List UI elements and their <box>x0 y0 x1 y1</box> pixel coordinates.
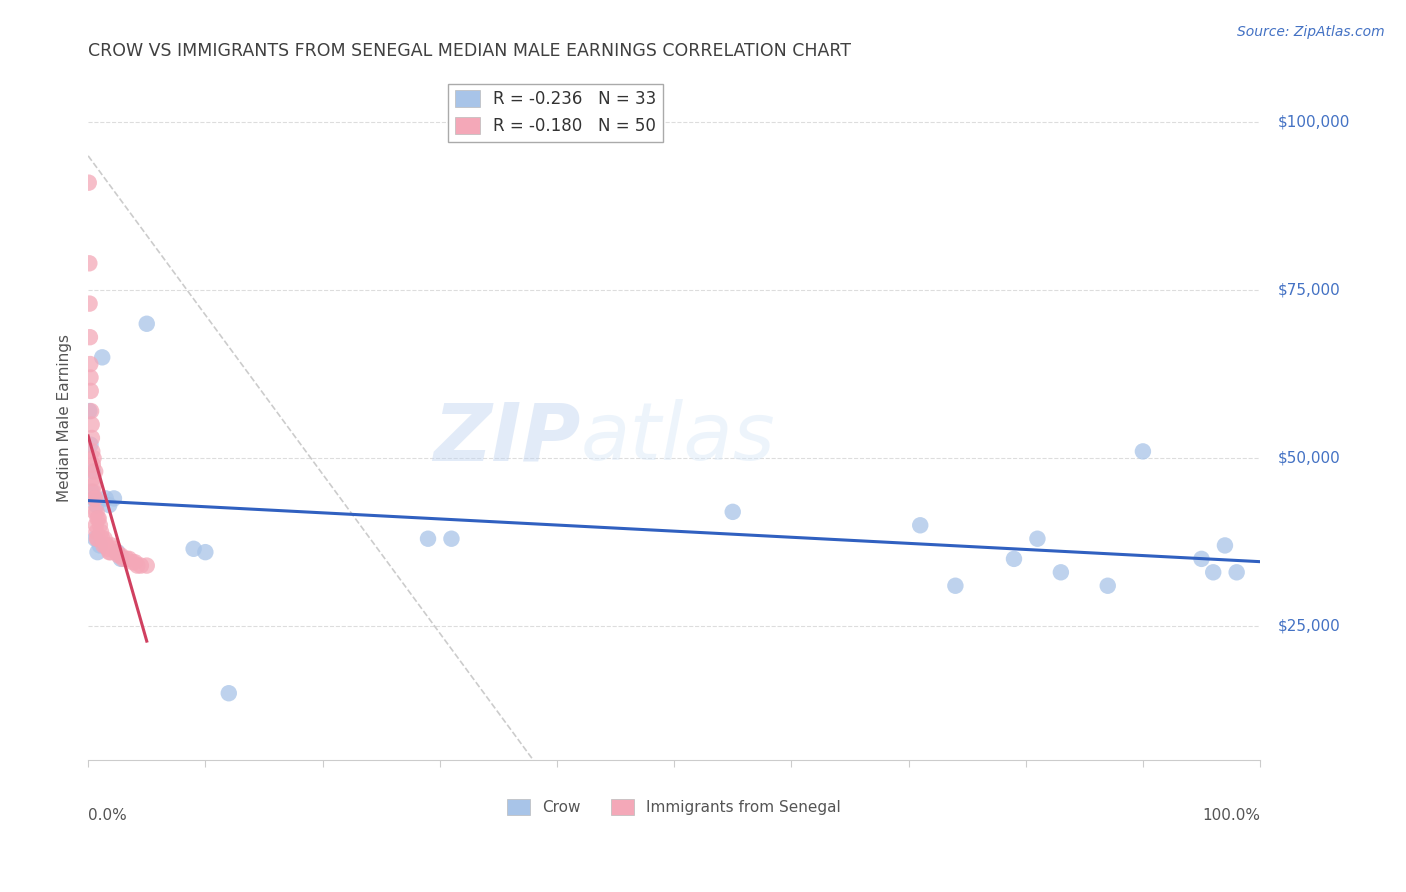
Point <box>79 256 101 270</box>
Point <box>87 511 110 525</box>
Point <box>80 404 103 418</box>
Point <box>98 545 121 559</box>
Point <box>1050 566 1073 580</box>
Point <box>86 524 108 539</box>
Point <box>1132 444 1154 458</box>
Text: Source: ZipAtlas.com: Source: ZipAtlas.com <box>1237 25 1385 39</box>
Point <box>93 538 115 552</box>
Point <box>124 555 146 569</box>
Point <box>1202 566 1225 580</box>
Point <box>110 552 132 566</box>
Point <box>910 518 932 533</box>
Point <box>79 438 101 452</box>
Point <box>194 545 217 559</box>
Point <box>121 555 143 569</box>
Point <box>1191 552 1213 566</box>
Point <box>86 545 108 559</box>
Point <box>82 465 104 479</box>
Point <box>82 471 104 485</box>
Point <box>82 458 104 472</box>
Point <box>721 505 744 519</box>
Point <box>82 484 104 499</box>
Point <box>1002 552 1025 566</box>
Point <box>83 478 105 492</box>
Point <box>80 384 103 398</box>
Point <box>135 558 157 573</box>
Point <box>79 296 101 310</box>
Point <box>79 330 101 344</box>
Point <box>110 549 132 563</box>
Point <box>91 351 114 365</box>
Text: $50,000: $50,000 <box>1278 450 1340 466</box>
Point <box>84 532 107 546</box>
Point <box>83 491 105 506</box>
Point <box>105 545 128 559</box>
Point <box>97 541 120 556</box>
Point <box>82 444 104 458</box>
Point <box>115 552 138 566</box>
Point <box>77 176 100 190</box>
Point <box>112 552 135 566</box>
Point <box>103 541 125 556</box>
Text: $25,000: $25,000 <box>1278 618 1340 633</box>
Text: $100,000: $100,000 <box>1278 115 1350 129</box>
Point <box>100 545 122 559</box>
Point <box>80 431 103 445</box>
Point <box>218 686 240 700</box>
Point <box>127 558 149 573</box>
Point <box>83 505 105 519</box>
Point <box>80 484 103 499</box>
Point <box>84 491 107 506</box>
Point <box>94 491 117 506</box>
Point <box>86 498 108 512</box>
Point <box>79 404 101 418</box>
Point <box>103 491 125 506</box>
Point <box>93 532 115 546</box>
Point <box>84 518 107 533</box>
Point <box>89 538 111 552</box>
Point <box>416 532 439 546</box>
Point <box>79 357 101 371</box>
Point <box>83 451 105 466</box>
Point <box>80 417 103 432</box>
Point <box>89 518 111 533</box>
Point <box>1097 579 1119 593</box>
Point <box>87 532 110 546</box>
Y-axis label: Median Male Earnings: Median Male Earnings <box>58 334 72 502</box>
Point <box>86 505 108 519</box>
Point <box>79 370 101 384</box>
Text: 100.0%: 100.0% <box>1202 808 1260 823</box>
Point <box>96 538 118 552</box>
Point <box>1226 566 1249 580</box>
Point <box>90 524 112 539</box>
Point <box>86 511 108 525</box>
Text: atlas: atlas <box>581 400 775 477</box>
Point <box>183 541 205 556</box>
Text: $75,000: $75,000 <box>1278 283 1340 298</box>
Point <box>94 538 117 552</box>
Point <box>84 465 107 479</box>
Point <box>1213 538 1236 552</box>
Point <box>98 498 121 512</box>
Point <box>107 549 129 563</box>
Point <box>83 491 105 506</box>
Text: CROW VS IMMIGRANTS FROM SENEGAL MEDIAN MALE EARNINGS CORRELATION CHART: CROW VS IMMIGRANTS FROM SENEGAL MEDIAN M… <box>89 42 851 60</box>
Point <box>91 532 114 546</box>
Point <box>945 579 967 593</box>
Point <box>118 552 141 566</box>
Legend: Crow, Immigrants from Senegal: Crow, Immigrants from Senegal <box>501 793 848 822</box>
Text: 0.0%: 0.0% <box>89 808 127 823</box>
Point <box>107 545 129 559</box>
Point <box>129 558 152 573</box>
Point <box>1026 532 1049 546</box>
Text: ZIP: ZIP <box>433 400 581 477</box>
Point <box>440 532 463 546</box>
Point <box>135 317 157 331</box>
Point <box>86 532 108 546</box>
Point <box>100 538 122 552</box>
